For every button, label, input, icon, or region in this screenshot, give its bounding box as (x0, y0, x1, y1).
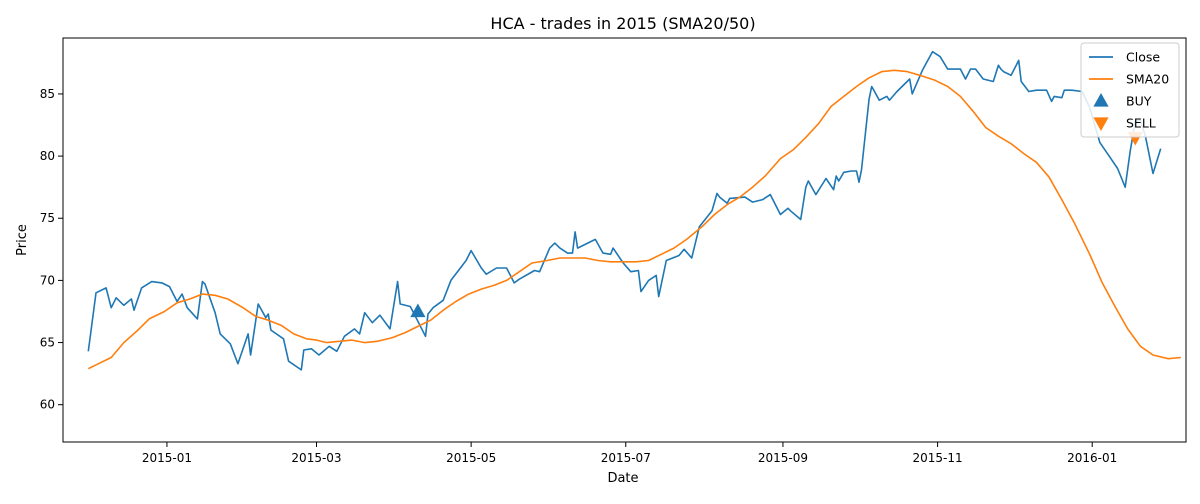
legend-label-buy: BUY (1126, 94, 1152, 109)
x-tick-label: 2016-01 (1067, 451, 1117, 465)
y-tick-label: 80 (40, 149, 55, 163)
x-axis-label: Date (607, 471, 638, 486)
legend: Close SMA20 BUY SELL (1080, 42, 1180, 138)
x-tick-label: 2015-05 (446, 451, 496, 465)
y-tick-label: 70 (40, 273, 55, 287)
x-tick-label: 2015-11 (913, 451, 963, 465)
marker-buy (410, 303, 426, 318)
series-line-sma20 (87, 69, 1181, 370)
series-line-close (87, 50, 1162, 371)
y-tick-label: 60 (40, 398, 55, 412)
x-tick-label: 2015-03 (291, 451, 341, 465)
legend-label-close: Close (1126, 50, 1160, 65)
x-tick-label: 2015-01 (142, 451, 192, 465)
y-axis-label: Price (15, 224, 30, 256)
x-tick-label: 2015-09 (758, 451, 808, 465)
x-axis: 2015-01 2015-03 2015-05 2015-07 2015-09 2015-… (142, 442, 1117, 465)
chart-title: HCA - trades in 2015 (SMA20/50) (490, 14, 755, 33)
plot-area (87, 50, 1181, 371)
y-tick-label: 85 (40, 87, 55, 101)
y-axis: 60 65 70 75 80 85 (40, 87, 63, 412)
legend-swatch-buy (1093, 93, 1109, 107)
legend-box (1080, 42, 1180, 138)
y-tick-label: 65 (40, 336, 55, 350)
legend-swatch-sell (1093, 117, 1109, 131)
plot-frame (62, 37, 1187, 443)
legend-label-sell: SELL (1126, 116, 1156, 131)
legend-label-sma20: SMA20 (1126, 72, 1169, 87)
x-tick-label: 2015-07 (601, 451, 651, 465)
y-tick-label: 75 (40, 211, 55, 225)
